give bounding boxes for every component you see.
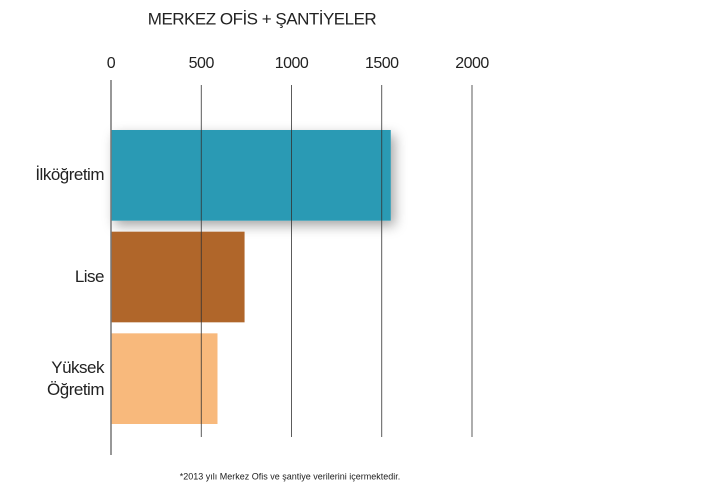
- y-tick-label: Lise: [74, 267, 105, 286]
- chart-title: MERKEZ OFİS + ŞANTİYELER: [148, 9, 377, 28]
- y-tick-label: İlköğretim: [35, 165, 104, 185]
- bar: [111, 231, 245, 323]
- x-tick-label: 0: [107, 55, 116, 72]
- x-tick-label: 2000: [455, 55, 489, 72]
- footnote: *2013 yılı Merkez Ofis ve şantiye verile…: [180, 471, 401, 481]
- bar: [111, 333, 218, 424]
- x-tick-label: 1500: [365, 55, 399, 72]
- y-tick-label: Yüksek Öğretim: [47, 357, 104, 399]
- bar: [111, 130, 391, 221]
- x-tick-label: 1000: [275, 55, 309, 72]
- x-tick-label: 500: [189, 55, 215, 72]
